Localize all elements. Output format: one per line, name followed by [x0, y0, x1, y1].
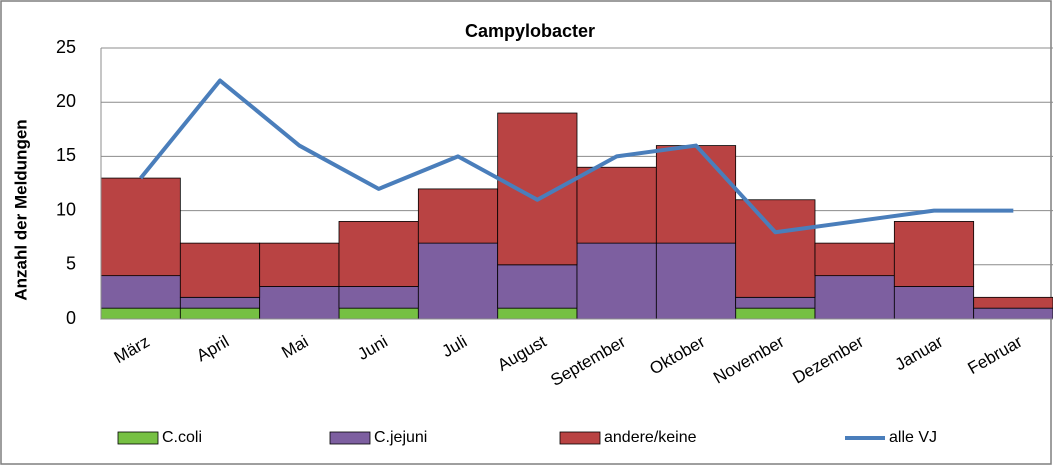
legend-swatch [117, 431, 159, 445]
bar-segment [179, 242, 261, 298]
legend-label: C.jejuni [374, 429, 427, 446]
bar-segment [417, 188, 499, 244]
bar-segment [576, 242, 657, 320]
bar-segment [259, 286, 340, 320]
bar-segment [735, 199, 816, 298]
y-axis-title: Anzahl der Meldungen [11, 119, 30, 300]
legend-label: alle VJ [889, 429, 937, 446]
bar-segment [497, 307, 578, 320]
bar-segment [100, 177, 181, 277]
bar-segment [735, 296, 816, 309]
bar-segment [973, 296, 1053, 309]
bar-segment [893, 286, 975, 320]
y-tick-label: 5 [66, 254, 76, 274]
y-tick-label: 10 [56, 199, 76, 219]
line-series [139, 78, 1014, 235]
bar-segment [497, 112, 578, 266]
bar-segment [338, 221, 419, 287]
legend-swatch [559, 431, 601, 445]
bar-segment [814, 275, 895, 320]
bar-segment [417, 242, 499, 320]
bar-segment [338, 307, 419, 320]
bar-segment [655, 242, 737, 320]
legend-swatch [329, 431, 371, 445]
bar-segment [973, 307, 1053, 320]
y-tick-label: 15 [56, 145, 76, 165]
bar-segment [100, 307, 181, 320]
bar-segment [100, 275, 181, 309]
bar-segment [893, 221, 975, 287]
bar-segment [179, 307, 261, 320]
bar-segment [497, 264, 578, 309]
bar-segment [655, 145, 737, 244]
y-tick-label: 20 [56, 91, 76, 111]
chart-title: Campylobacter [465, 21, 595, 41]
y-tick-label: 0 [66, 308, 76, 328]
bar-segment [179, 296, 261, 309]
legend-label: C.coli [162, 429, 202, 446]
bar-segment [259, 242, 340, 287]
bar-segment [814, 242, 895, 277]
legend-label: andere/keine [604, 429, 697, 446]
bar-segment [338, 286, 419, 309]
bar-segment [735, 307, 816, 320]
bar-segment [576, 166, 657, 244]
y-tick-label: 25 [56, 37, 76, 57]
